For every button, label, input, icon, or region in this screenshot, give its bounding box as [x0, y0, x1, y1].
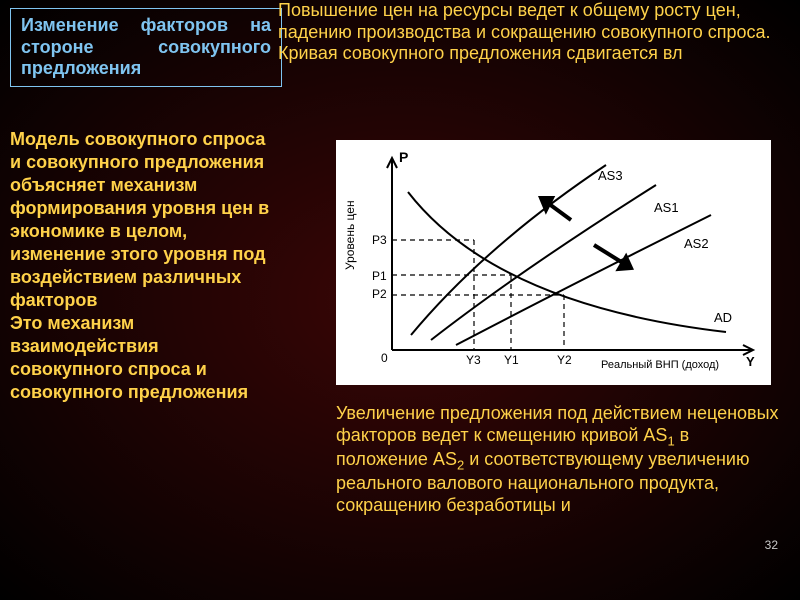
- y1-tick: Y1: [504, 353, 519, 367]
- p2-tick: P2: [372, 287, 387, 301]
- y-label: Y: [746, 354, 755, 369]
- p-label: P: [399, 149, 408, 165]
- p1-tick: P1: [372, 269, 387, 283]
- top-right-paragraph: Повышение цен на ресурсы ведет к общему …: [278, 0, 788, 65]
- origin-label: 0: [381, 351, 388, 365]
- p3-tick: P3: [372, 233, 387, 247]
- ad-label: AD: [714, 310, 732, 325]
- left-part-1: Модель совокупного спроса и совокупного …: [10, 129, 269, 310]
- y2-tick: Y2: [557, 353, 572, 367]
- as-ad-diagram: Уровень цен P 0 Y Реальный ВНП (доход) A…: [336, 140, 771, 385]
- y3-tick: Y3: [466, 353, 481, 367]
- left-paragraph: Модель совокупного спроса и совокупного …: [10, 128, 270, 404]
- as1-label: AS1: [654, 200, 679, 215]
- left-part-2: Это механизм взаимодействия совокупного …: [10, 313, 248, 402]
- x-axis-label: Реальный ВНП (доход): [601, 359, 719, 371]
- y-axis-label: Уровень цен: [343, 200, 357, 270]
- br-a: Увеличение предложения под действием нец…: [336, 403, 779, 445]
- as2-label: AS2: [684, 236, 709, 251]
- page-number: 32: [765, 538, 778, 552]
- section-title: Изменение факторов на стороне совокупног…: [10, 8, 282, 87]
- as3-label: AS3: [598, 168, 623, 183]
- bottom-right-paragraph: Увеличение предложения под действием нец…: [336, 403, 786, 516]
- sub-1: 1: [667, 433, 674, 448]
